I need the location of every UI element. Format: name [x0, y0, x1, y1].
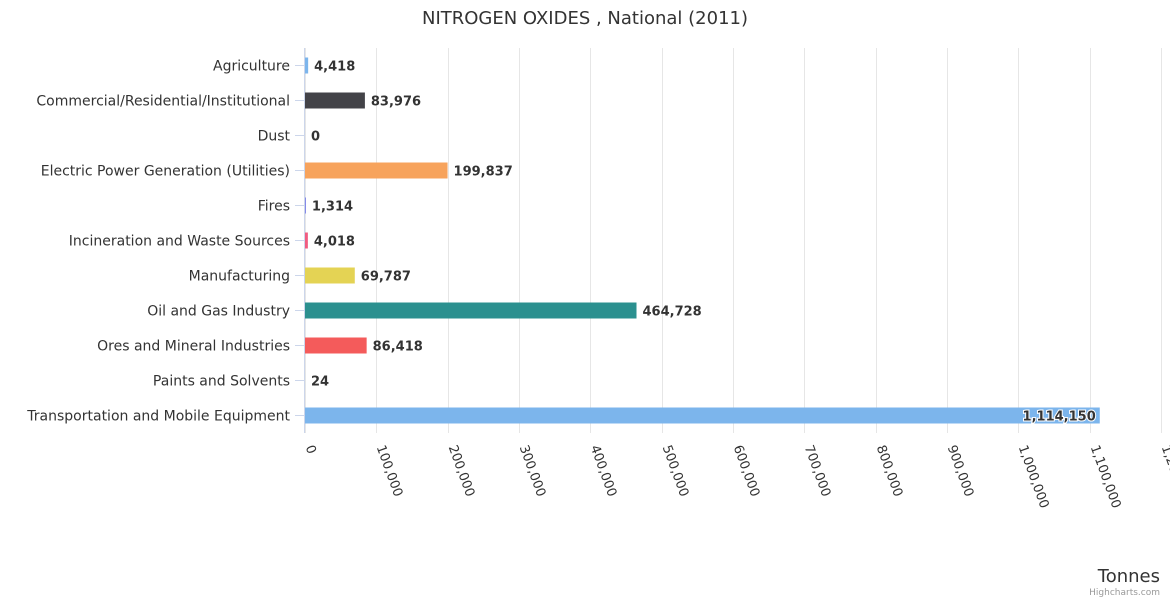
- credits-link[interactable]: Highcharts.com: [1089, 588, 1160, 598]
- data-label: 1,114,150: [1023, 410, 1096, 425]
- data-label: 83,976: [371, 95, 421, 110]
- x-tick-label: 1,200,000: [1158, 443, 1170, 510]
- grid-lines: [295, 48, 1162, 433]
- x-tick-label: 800,000: [873, 443, 905, 499]
- x-tick-label: 1,100,000: [1087, 443, 1124, 510]
- category-label: Dust: [258, 129, 291, 145]
- x-tick-label: 300,000: [516, 443, 548, 499]
- bar[interactable]: [305, 302, 637, 319]
- bar[interactable]: [305, 197, 306, 214]
- chart-title: NITROGEN OXIDES , National (2011): [422, 8, 748, 29]
- category-labels: Agriculture Commercial/Residential/Instit…: [26, 59, 290, 425]
- category-label: Commercial/Residential/Institutional: [36, 94, 290, 110]
- x-tick-label: 200,000: [445, 443, 477, 499]
- x-tick-label: 100,000: [373, 443, 405, 499]
- bars: [305, 57, 1100, 424]
- data-label: 0: [311, 130, 320, 145]
- bar[interactable]: [305, 57, 309, 74]
- data-label: 1,314: [312, 200, 353, 215]
- category-label: Electric Power Generation (Utilities): [41, 164, 290, 180]
- x-tick-label: 900,000: [944, 443, 976, 499]
- x-tick-label: 1,000,000: [1015, 443, 1052, 510]
- category-label: Agriculture: [213, 59, 290, 75]
- x-tick-label: 500,000: [659, 443, 691, 499]
- data-label: 464,728: [643, 305, 702, 320]
- data-label: 4,018: [314, 235, 355, 250]
- x-tick-label: 400,000: [587, 443, 619, 499]
- bar[interactable]: [305, 162, 448, 179]
- category-label: Incineration and Waste Sources: [69, 234, 290, 250]
- value-axis-title: Tonnes: [1097, 566, 1160, 587]
- x-axis-tick-labels: 0 100,000 200,000 300,000 400,000 500,000 600,…: [302, 443, 1170, 510]
- data-labels: 4,418 83,976 0 199,837 1,314 4,018 69,787 464,7…: [311, 60, 1097, 426]
- category-label: Transportation and Mobile Equipment: [26, 409, 290, 425]
- x-tick-label: 600,000: [730, 443, 762, 499]
- category-label: Ores and Mineral Industries: [97, 339, 290, 355]
- data-label: 24: [311, 375, 329, 390]
- x-tick-label: 0: [302, 443, 319, 456]
- bar[interactable]: [305, 407, 1100, 424]
- category-label: Oil and Gas Industry: [147, 304, 290, 320]
- x-tick-label: 700,000: [801, 443, 833, 499]
- category-label: Fires: [258, 199, 290, 215]
- bar[interactable]: [305, 267, 355, 284]
- bar[interactable]: [305, 337, 367, 354]
- data-label: 86,418: [373, 340, 423, 355]
- category-label: Paints and Solvents: [153, 374, 290, 390]
- bar[interactable]: [305, 92, 365, 109]
- bar[interactable]: [305, 232, 308, 249]
- category-label: Manufacturing: [189, 269, 290, 285]
- data-label: 199,837: [454, 165, 513, 180]
- data-label: 4,418: [314, 60, 355, 75]
- data-label: 69,787: [361, 270, 411, 285]
